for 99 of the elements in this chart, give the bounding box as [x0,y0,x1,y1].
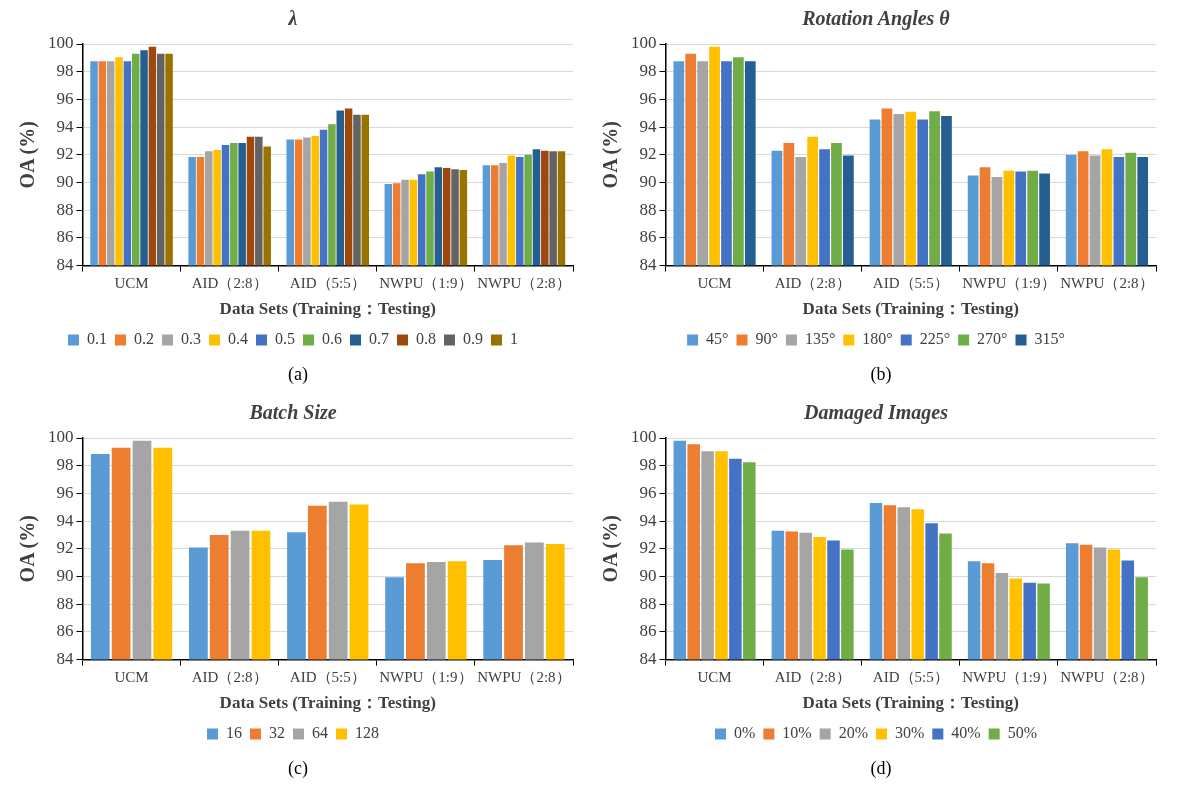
x-axis-title: Data Sets (Training：Testing) [802,299,1019,319]
x-axis-title: Data Sets (Training：Testing) [802,693,1019,713]
y-tick-label: 98 [639,455,657,475]
legend-label: 1 [510,330,518,348]
y-tick-label: 86 [56,227,74,247]
y-tick-label: 84 [56,255,74,275]
y-tick-label: 84 [639,649,657,669]
legend-label: 45° [706,330,729,348]
x-tick-label: AID（5:5） [289,274,366,291]
legend-label: 0.5 [275,330,295,348]
y-tick-label: 100 [631,33,657,53]
y-tick-label: 92 [639,144,657,164]
y-tick-label: 96 [639,482,657,502]
y-tick-label: 88 [639,199,657,219]
text: (b) [870,364,892,385]
x-tick-label: NWPU（2:8） [477,274,571,291]
legend-label: 0.9 [463,330,483,348]
y-tick-label: 98 [639,61,657,81]
text: (a) [288,364,308,385]
y-tick-label: 86 [56,621,74,641]
y-tick-label: 90 [56,171,74,191]
legend-label: 32 [269,724,285,742]
x-tick-label: NWPU（2:8） [477,668,571,685]
legend-label: 225° [919,330,951,348]
legend-label: 0.4 [228,330,248,348]
legend-label: 270° [977,330,1008,348]
x-tick-label: UCM [697,668,732,685]
text: (d) [870,758,892,779]
x-tick-label: AID（5:5） [872,274,949,291]
y-tick-label: 96 [639,88,657,108]
text: (c) [288,758,308,779]
y-tick-label: 100 [631,427,657,447]
chart-title: Batch Size [248,401,337,424]
x-tick-label: NWPU（1:9） [962,668,1056,685]
y-tick-label: 94 [639,116,657,136]
x-tick-label: NWPU（1:9） [962,274,1056,291]
x-tick-label: UCM [697,274,732,291]
x-tick-label: NWPU（1:9） [379,668,473,685]
x-axis-title: Data Sets (Training：Testing) [219,693,436,713]
y-tick-label: 96 [56,482,74,502]
x-tick-label: AID（5:5） [289,668,366,685]
legend-label: 0.8 [416,330,436,348]
x-tick-label: AID（5:5） [872,668,949,685]
y-tick-label: 88 [639,593,657,613]
legend-label: 90° [755,330,778,348]
legend-label: 0.3 [181,330,201,348]
legend-label: 20% [838,724,868,742]
chart-title: Damaged Images [803,401,949,425]
y-tick-label: 92 [56,538,74,558]
legend-label: 40% [951,724,981,742]
x-tick-label: UCM [114,274,149,291]
y-tick-label: 86 [639,621,657,641]
legend-label: 50% [1007,724,1037,742]
x-tick-label: NWPU（2:8） [1060,274,1154,291]
y-axis-title: OA (%) [16,515,40,583]
legend-label: 0.2 [134,330,154,348]
y-tick-label: 90 [639,171,657,191]
y-tick-label: 92 [639,538,657,558]
y-tick-label: 88 [56,199,74,219]
y-tick-label: 96 [56,88,74,108]
legend-label: 16 [226,724,242,742]
y-tick-label: 88 [56,593,74,613]
y-tick-label: 94 [56,510,74,530]
y-tick-label: 98 [56,455,74,475]
x-tick-label: AID（2:8） [191,274,268,291]
legend-label: 180° [862,330,893,348]
legend-label: 64 [312,724,328,742]
legend-label: 315° [1034,330,1065,348]
y-axis-title: OA (%) [16,121,40,189]
y-tick-label: 90 [56,565,74,585]
x-tick-label: AID（2:8） [191,668,268,685]
legend-label: 0.1 [87,330,107,348]
y-tick-label: 94 [56,116,74,136]
legend-label: 10% [782,724,812,742]
legend-label: 0.7 [369,330,389,348]
legend-label: 135° [804,330,836,348]
x-tick-label: NWPU（2:8） [1060,668,1154,685]
legend-label: 30% [895,724,925,742]
chart-title: λ [287,7,298,30]
y-tick-label: 94 [639,510,657,530]
x-tick-label: AID（2:8） [774,668,851,685]
y-tick-label: 84 [639,255,657,275]
y-tick-label: 92 [56,144,74,164]
x-tick-label: NWPU（1:9） [379,274,473,291]
legend-label: 128 [355,724,379,742]
y-tick-label: 98 [56,61,74,81]
y-axis-title: OA (%) [599,121,623,189]
chart-title: Rotation Angles θ [801,7,951,31]
x-tick-label: AID（2:8） [774,274,851,291]
y-tick-label: 84 [56,649,74,669]
y-tick-label: 100 [48,33,74,53]
x-tick-label: UCM [114,668,149,685]
y-tick-label: 86 [639,227,657,247]
legend-label: 0% [734,724,756,742]
y-tick-label: 90 [639,565,657,585]
x-axis-title: Data Sets (Training：Testing) [219,299,436,319]
y-axis-title: OA (%) [599,515,623,583]
y-tick-label: 100 [48,427,74,447]
legend-label: 0.6 [322,330,342,348]
